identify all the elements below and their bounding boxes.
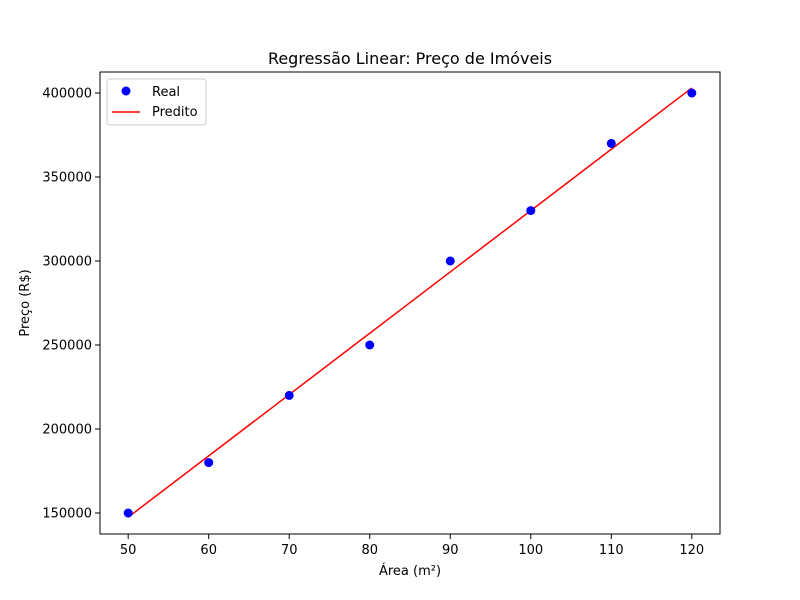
chart-title: Regressão Linear: Preço de Imóveis [268, 49, 552, 68]
legend-label-predito: Predito [152, 105, 198, 120]
data-point-real [284, 390, 294, 400]
data-point-real [365, 340, 375, 350]
legend-marker-real [121, 86, 131, 96]
y-axis-title: Preço (R$) [18, 269, 33, 336]
y-tick-label: 150000 [42, 507, 92, 522]
data-point-real [204, 458, 214, 468]
y-tick-label: 200000 [42, 423, 92, 438]
y-axis: 150000 200000 250000 300000 350000 400000 [42, 87, 100, 522]
x-tick-label: 60 [200, 543, 217, 558]
x-axis-title: Área (m²) [379, 563, 441, 579]
x-tick-label: 120 [679, 543, 704, 558]
x-tick-label: 100 [518, 543, 543, 558]
y-tick-label: 300000 [42, 255, 92, 270]
x-tick-label: 80 [361, 543, 378, 558]
y-tick-label: 250000 [42, 339, 92, 354]
data-point-real [526, 206, 536, 216]
data-point-real [123, 508, 133, 518]
x-axis: 50 60 70 80 90 100 110 120 [120, 534, 704, 558]
y-tick-label: 400000 [42, 87, 92, 102]
x-tick-label: 110 [599, 543, 624, 558]
x-tick-label: 90 [442, 543, 459, 558]
y-tick-label: 350000 [42, 171, 92, 186]
x-tick-label: 50 [120, 543, 137, 558]
plot-area [123, 87, 697, 518]
legend-label-real: Real [152, 85, 180, 100]
legend-frame [106, 78, 207, 126]
data-point-real [687, 88, 697, 98]
series-line-predito [127, 87, 693, 518]
x-tick-label: 70 [281, 543, 298, 558]
legend: Real Predito [106, 78, 207, 126]
data-point-real [445, 256, 455, 266]
data-point-real [606, 138, 616, 148]
axes-frame [99, 71, 721, 535]
